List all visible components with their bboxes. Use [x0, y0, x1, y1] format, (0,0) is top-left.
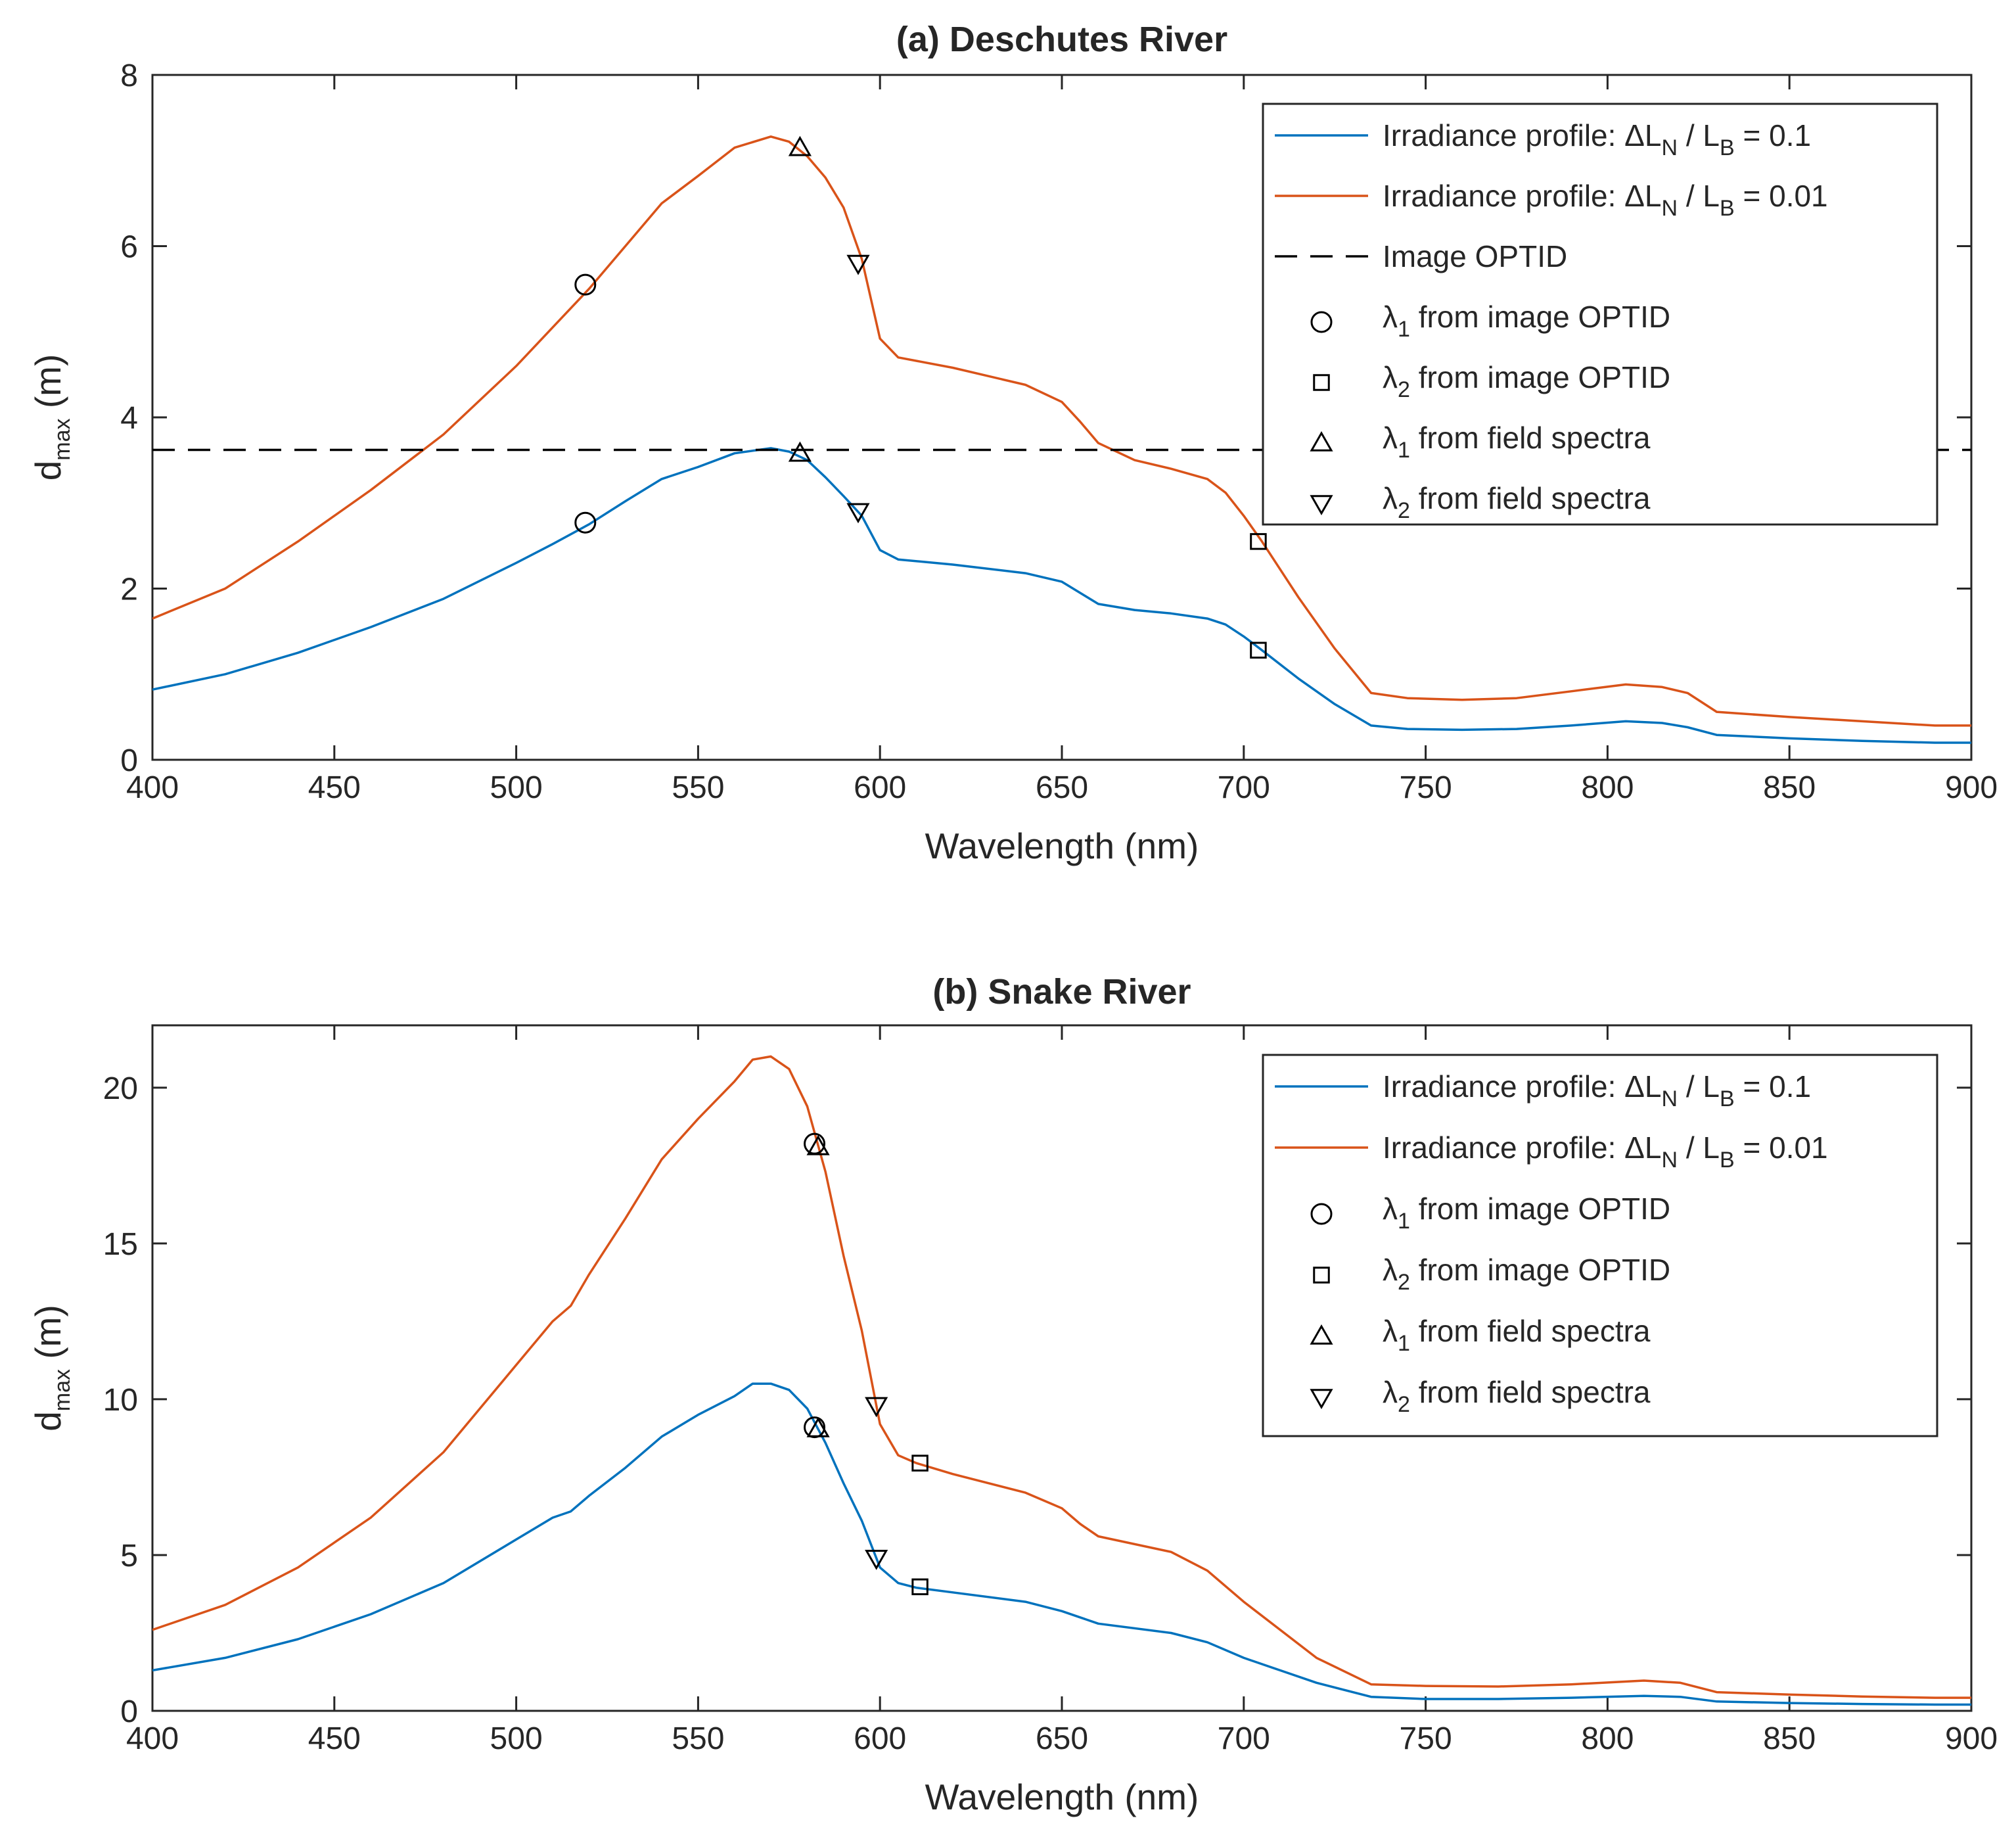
plot-area: [152, 1055, 1971, 1706]
x-tick-label: 500: [490, 770, 543, 805]
y-tick-label: 6: [120, 230, 138, 265]
marker-triangle-down-0: [865, 1397, 888, 1418]
x-tick-label: 850: [1763, 1721, 1816, 1756]
y-tick-label: 5: [120, 1539, 138, 1573]
legend-label: λ2 from field spectra: [1383, 1375, 1651, 1417]
x-tick-label: 650: [1036, 1721, 1088, 1756]
legend-label: Irradiance profile: ΔLN / LB = 0.01: [1383, 179, 1828, 221]
legend-swatch-square: [1313, 1267, 1330, 1284]
legend-swatch-triangle-down: [1310, 495, 1333, 516]
marker-circle-0: [574, 273, 597, 296]
chart-title: (b) Snake River: [932, 972, 1191, 1012]
x-tick-label: 550: [672, 770, 724, 805]
y-tick-label: 10: [103, 1383, 138, 1418]
marker-triangle-down-1: [846, 503, 870, 524]
legend-swatch-triangle-up: [1310, 431, 1333, 452]
legend-label: Irradiance profile: ΔLN / LB = 0.1: [1383, 118, 1811, 160]
marker-triangle-down-1: [865, 1549, 888, 1570]
x-tick-label: 900: [1945, 770, 1998, 805]
y-tick-label: 20: [103, 1071, 138, 1106]
y-tick-label: 15: [103, 1227, 138, 1262]
y-tick-label: 2: [120, 572, 138, 607]
legend-label: λ2 from field spectra: [1383, 481, 1651, 523]
y-tick-label: 0: [120, 743, 138, 778]
x-axis-label: Wavelength (nm): [925, 1777, 1199, 1817]
x-tick-label: 750: [1400, 1721, 1452, 1756]
marker-square-0: [911, 1455, 928, 1472]
legend-swatch-circle: [1310, 1203, 1333, 1225]
x-tick-label: 450: [308, 1721, 361, 1756]
y-axis-label: dmax (m): [28, 354, 75, 481]
marker-square-0: [1250, 533, 1267, 550]
legend-box: [1262, 1054, 1938, 1437]
marker-triangle-up-1: [788, 441, 812, 462]
x-tick-label: 550: [672, 1721, 724, 1756]
x-tick-label: 750: [1400, 770, 1452, 805]
x-tick-label: 850: [1763, 770, 1816, 805]
x-tick-label: 800: [1581, 770, 1634, 805]
x-tick-label: 900: [1945, 1721, 1998, 1756]
legend-label: Image OPTID: [1383, 239, 1567, 273]
legend-swatch-square: [1313, 374, 1330, 391]
y-tick-label: 8: [120, 58, 138, 93]
plot-area: [152, 135, 1971, 744]
x-tick-label: 600: [854, 1721, 906, 1756]
series-line-0: [152, 1382, 1971, 1706]
legend-swatch-triangle-down: [1310, 1389, 1333, 1410]
legend-label: λ1 from field spectra: [1383, 421, 1651, 463]
legend-label: Irradiance profile: ΔLN / LB = 0.1: [1383, 1069, 1811, 1111]
x-tick-label: 400: [126, 1721, 179, 1756]
legend-label: Irradiance profile: ΔLN / LB = 0.01: [1383, 1130, 1828, 1173]
series-line-1: [152, 135, 1971, 727]
x-tick-label: 450: [308, 770, 361, 805]
legend: Irradiance profile: ΔLN / LB = 0.1 Irradi…: [1262, 1054, 1938, 1437]
series-line-1: [152, 1055, 1971, 1699]
legend-label: λ1 from field spectra: [1383, 1314, 1651, 1356]
x-tick-label: 700: [1218, 1721, 1270, 1756]
chart-title: (a) Deschutes River: [896, 20, 1227, 59]
legend-box: [1262, 103, 1938, 526]
legend-swatch-circle: [1310, 311, 1333, 333]
legend-swatch-triangle-up: [1310, 1324, 1333, 1345]
series-line-0: [152, 447, 1971, 744]
x-tick-label: 500: [490, 1721, 543, 1756]
legend-label: λ1 from image OPTID: [1383, 1192, 1670, 1234]
marker-triangle-up-1: [806, 1416, 830, 1437]
y-tick-label: 0: [120, 1694, 138, 1729]
legend-label: λ1 from image OPTID: [1383, 300, 1670, 342]
marker-square-1: [1250, 641, 1267, 659]
x-tick-label: 600: [854, 770, 906, 805]
marker-triangle-up-0: [806, 1134, 830, 1155]
marker-square-1: [911, 1578, 928, 1596]
marker-triangle-up-0: [788, 135, 812, 156]
x-tick-label: 700: [1218, 770, 1270, 805]
panel-b-snake: (b) Snake River 400 450 500 550 600 650 700 750 8…: [28, 972, 1998, 1817]
marker-circle-1: [574, 511, 597, 534]
y-tick-label: 4: [120, 401, 138, 436]
legend-label: λ2 from image OPTID: [1383, 360, 1670, 402]
x-axis-label: Wavelength (nm): [925, 826, 1199, 866]
legend: Irradiance profile: ΔLN / LB = 0.1 Irradi…: [1262, 103, 1938, 526]
x-tick-label: 800: [1581, 1721, 1634, 1756]
legend-label: λ2 from image OPTID: [1383, 1253, 1670, 1295]
x-tick-label: 400: [126, 770, 179, 805]
x-tick-label: 650: [1036, 770, 1088, 805]
panel-a-deschutes: (a) Deschutes River 400 450 500 550 600 650 700…: [28, 20, 1998, 866]
y-axis-label: dmax (m): [28, 1305, 75, 1432]
marker-triangle-down-0: [846, 254, 870, 275]
